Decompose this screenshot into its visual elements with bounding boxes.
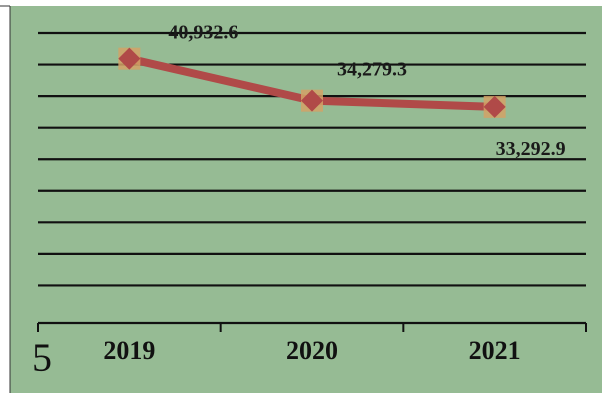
x-tick-label: 2019 (103, 336, 155, 365)
markers (118, 47, 506, 118)
x-tick-label: 2020 (286, 336, 338, 365)
data-point-marker (118, 47, 141, 70)
data-point-marker (483, 95, 506, 118)
marker-diamond (483, 95, 506, 118)
data-label: 34,279.3 (337, 59, 407, 81)
corner-number: 5 (32, 335, 52, 380)
data-point-marker (301, 89, 323, 112)
x-tick-labels: 2019 2020 2021 (103, 336, 520, 365)
data-label: 40,932.6 (168, 22, 238, 44)
x-tick-label: 2021 (469, 336, 521, 365)
marker-diamond (118, 47, 141, 70)
data-labels: 40,932.6 34,279.3 33,292.9 (168, 22, 565, 160)
data-label: 33,292.9 (496, 138, 566, 160)
gridlines (38, 31, 586, 287)
marker-diamond (301, 89, 323, 112)
plot-background (10, 6, 602, 393)
x-axis (37, 321, 587, 332)
